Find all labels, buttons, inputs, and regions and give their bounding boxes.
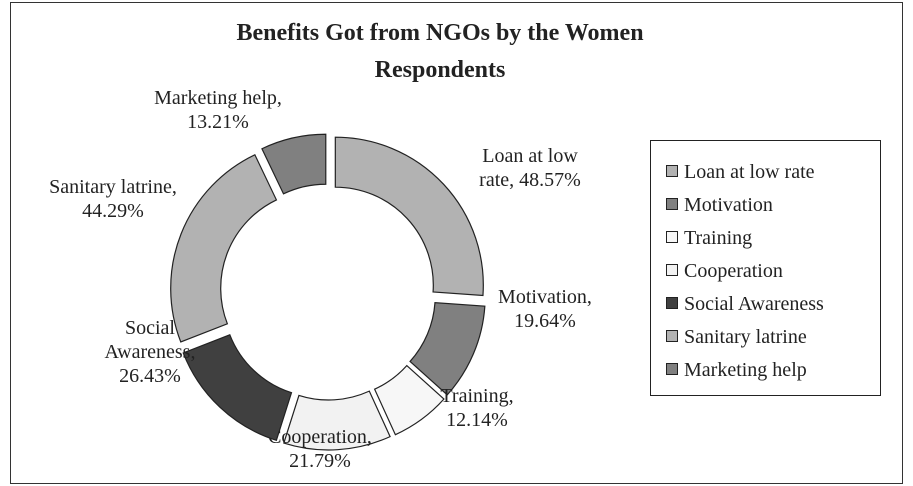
donut-slice bbox=[283, 390, 391, 451]
data-label: Loan at low rate, 48.57% bbox=[479, 145, 581, 191]
chart-title: Benefits Got from NGOs by the Women Respo… bbox=[236, 20, 643, 83]
legend-label: Loan at low rate bbox=[684, 161, 815, 183]
legend-label: Marketing help bbox=[684, 359, 807, 381]
legend-swatch bbox=[666, 363, 678, 375]
legend-label: Sanitary latrine bbox=[684, 326, 807, 348]
donut-slice bbox=[182, 334, 293, 442]
data-label: Cooperation, 21.79% bbox=[268, 426, 372, 472]
legend-box bbox=[650, 140, 881, 396]
donut-slice bbox=[170, 154, 278, 343]
donut-slice bbox=[373, 364, 445, 436]
legend-label: Social Awareness bbox=[684, 293, 824, 315]
donut-slice bbox=[409, 302, 486, 396]
legend-swatch bbox=[666, 330, 678, 342]
data-label: Social Awareness, 26.43% bbox=[105, 317, 196, 387]
legend-swatch bbox=[666, 198, 678, 210]
legend-swatch bbox=[666, 297, 678, 309]
data-label: Training, 12.14% bbox=[440, 385, 513, 431]
donut-slice bbox=[334, 136, 484, 297]
legend-swatch bbox=[666, 231, 678, 243]
legend-swatch bbox=[666, 165, 678, 177]
legend-label: Cooperation bbox=[684, 260, 783, 282]
data-label: Marketing help, 13.21% bbox=[154, 87, 282, 133]
data-label: Sanitary latrine, 44.29% bbox=[49, 176, 177, 222]
legend-swatch bbox=[666, 264, 678, 276]
donut-slice bbox=[261, 133, 327, 195]
data-label: Motivation, 19.64% bbox=[498, 286, 592, 332]
legend-label: Motivation bbox=[684, 194, 773, 216]
legend-label: Training bbox=[684, 227, 752, 249]
